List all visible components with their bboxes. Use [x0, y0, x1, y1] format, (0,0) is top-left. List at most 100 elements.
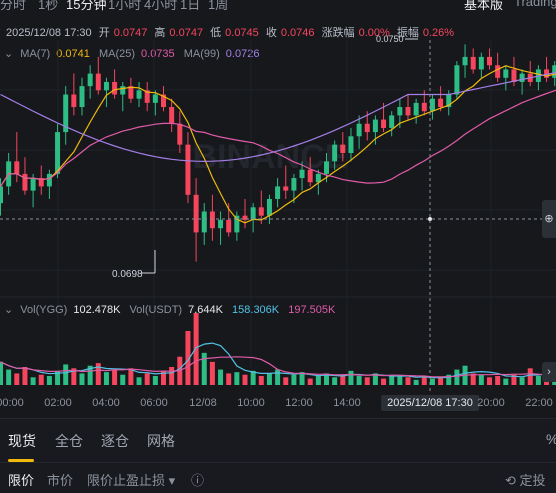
ma-legend: ⌄ MA(7) 0.0741 MA(25) 0.0735 MA(99) 0.0726 [0, 47, 265, 60]
tab-isolated[interactable]: 逐仓 [101, 433, 129, 449]
low-label: 低 [210, 27, 222, 39]
collapse-vol-icon[interactable]: ⌄ [4, 304, 14, 316]
candle-body [519, 73, 525, 82]
order-type-stop-limit[interactable]: 限价止盈止损 ▾ [87, 473, 176, 488]
recurring-label: 定投 [519, 473, 546, 488]
volume-bar [478, 374, 484, 385]
candle-datetime: 2025/12/08 17:30 [6, 27, 92, 39]
high-label: 高 [154, 27, 166, 39]
candle-body [201, 211, 207, 233]
candle-body [30, 178, 36, 191]
interval-1d[interactable]: 1日 [180, 0, 201, 12]
volume-ma1-line [0, 342, 556, 379]
candle-body [275, 186, 281, 199]
candle-body [462, 56, 468, 66]
volume-bar [193, 313, 199, 385]
ma99-label: MA(99) [183, 48, 220, 60]
candle-body [503, 69, 509, 78]
trade-mode-tabs: 现货 全仓 逐仓 网格 % [0, 418, 556, 462]
volume-bar [103, 372, 109, 385]
candle-body [193, 194, 199, 233]
volume-bar [6, 369, 12, 385]
candle-body [128, 86, 134, 99]
candle-body [136, 90, 142, 99]
scroll-right-icon[interactable]: › [542, 362, 556, 382]
candle-body [552, 65, 556, 78]
volume-bar [266, 373, 272, 385]
expand-right-icon[interactable]: ⊕ [542, 200, 556, 238]
candle-body [315, 173, 321, 183]
vol-ma2-value: 197.505K [288, 304, 336, 316]
open-value: 0.0747 [113, 27, 148, 39]
volume-bar [0, 361, 3, 385]
interval-4h[interactable]: 4小时 [144, 0, 178, 12]
amplitude-label: 振幅 [396, 27, 419, 39]
x-tick: 20:00 [477, 397, 505, 409]
candle-body [291, 178, 297, 191]
ma25-label: MA(25) [98, 48, 136, 60]
low-price-mark: 0.0698 [112, 269, 143, 280]
change-value: 0.00% [358, 27, 390, 39]
low-value: 0.0745 [225, 27, 259, 39]
candle-body [544, 69, 550, 78]
candle-body [470, 56, 476, 70]
x-tick: 04:00 [92, 397, 120, 409]
candle-body [226, 219, 232, 233]
candlestick-chart[interactable]: BINANCE 0.0750 0.0698 [0, 0, 556, 395]
volume-bar [438, 377, 444, 385]
basic-view-toggle[interactable]: 基本版 [464, 0, 504, 12]
candle-body [14, 161, 20, 174]
candle-body [356, 123, 362, 137]
candle-body [120, 86, 126, 95]
vol-ma1-value: 158.306K [232, 304, 280, 316]
tab-cross[interactable]: 全仓 [55, 433, 83, 449]
volume-bar [185, 331, 191, 385]
candle-body [454, 65, 460, 95]
order-type-market[interactable]: 市价 [47, 473, 74, 488]
tab-spot[interactable]: 现货 [8, 433, 36, 449]
volume-bar [22, 367, 28, 385]
interval-1s[interactable]: 1秒 [38, 0, 59, 12]
volume-bar [250, 370, 256, 385]
crosshair-dot [428, 217, 432, 221]
volume-bar [63, 364, 69, 385]
candle-body [55, 132, 61, 174]
change-label: 涨跌幅 [321, 27, 355, 39]
volume-bar [397, 376, 403, 385]
volume-bar [112, 369, 118, 385]
volume-bar [299, 372, 305, 385]
tradingview-toggle[interactable]: Trading V [514, 0, 556, 12]
collapse-icon[interactable]: ⌄ [4, 48, 14, 60]
candle-body [0, 186, 3, 204]
candle-body [413, 102, 419, 116]
volume-bar [348, 370, 354, 385]
volume-bar [201, 352, 207, 385]
percent-icon[interactable]: % [546, 431, 556, 447]
high-price-mark: 0.0750 [376, 34, 404, 44]
volume-bar [372, 373, 378, 385]
volume-bar [413, 379, 419, 385]
recurring-buy-button[interactable]: ⟲ 定投 [505, 470, 546, 489]
volume-bar [356, 376, 362, 385]
volume-bar [495, 376, 501, 385]
interval-toolbar: 分时 1秒 15分钟 1小时 4小时 1日 1周 基本版 Trading V [0, 0, 556, 12]
ohlc-info: 2025/12/08 17:30 开 0.0747 高 0.0747 低 0.0745… [0, 24, 458, 42]
tab-grid[interactable]: 网格 [147, 433, 175, 449]
interval-1h[interactable]: 1小时 [108, 0, 142, 12]
candle-body [446, 94, 452, 108]
candle-body [112, 81, 118, 95]
volume-bar [389, 374, 395, 385]
volume-bar [242, 374, 248, 385]
order-type-limit[interactable]: 限价 [8, 473, 35, 488]
interval-time[interactable]: 分时 [0, 0, 27, 12]
watermark-logo: BINANCE [193, 138, 348, 176]
interval-1w[interactable]: 1周 [208, 0, 229, 12]
info-icon[interactable]: ⓘ [191, 473, 205, 488]
vol-ygg-value: 102.478K [73, 304, 121, 316]
candle-body [185, 144, 191, 195]
volume-bar [332, 377, 338, 385]
interval-15m[interactable]: 15分钟 [66, 0, 107, 12]
volume-bar [14, 373, 20, 385]
candle-body [283, 186, 289, 191]
candle-body [63, 94, 69, 133]
